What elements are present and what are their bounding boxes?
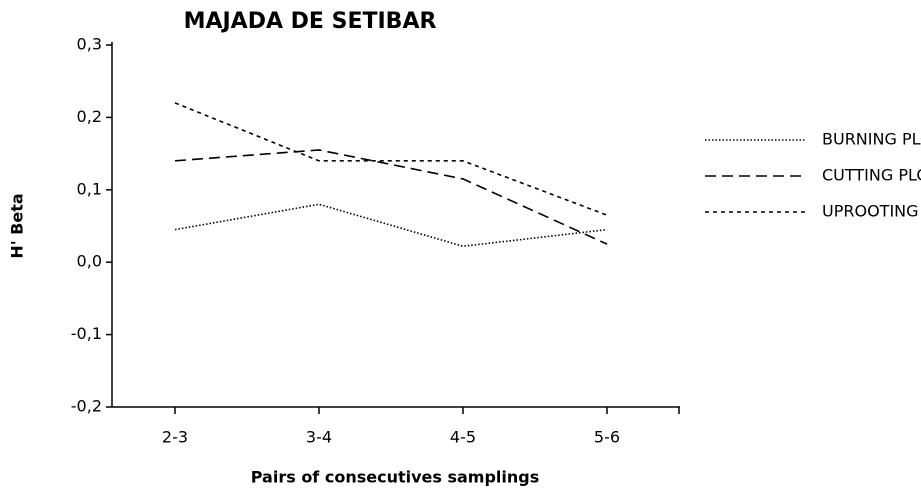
y-tick-label: -0,1 — [71, 324, 102, 343]
legend-label: BURNING PLOT — [822, 130, 921, 149]
series-line — [174, 102, 608, 216]
legend-label: CUTTING PLOT — [822, 166, 921, 185]
y-axis-label: H' Beta — [8, 193, 27, 258]
legend-label: UPROOTING PLOT — [822, 202, 921, 221]
series-line — [174, 149, 608, 245]
y-tick-label: 0,3 — [77, 35, 102, 54]
series-line — [174, 203, 608, 248]
y-tick-label: -0,2 — [71, 397, 102, 416]
chart-title: MAJADA DE SETIBAR — [184, 9, 437, 34]
x-tick-label: 5-6 — [594, 428, 620, 447]
x-tick-label: 4-5 — [450, 428, 476, 447]
y-tick-label: 0,1 — [77, 179, 102, 198]
x-tick-label: 2-3 — [162, 428, 188, 447]
x-tick-label: 3-4 — [306, 428, 332, 447]
x-axis-label: Pairs of consecutives samplings — [251, 468, 540, 487]
y-tick-label: 0,0 — [77, 252, 102, 271]
y-tick-label: 0,2 — [77, 107, 102, 126]
